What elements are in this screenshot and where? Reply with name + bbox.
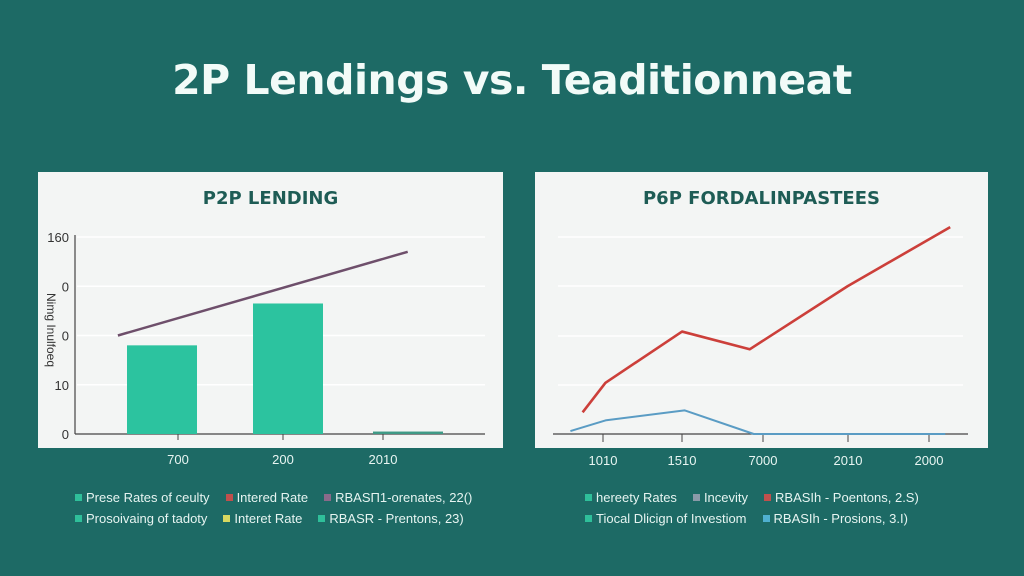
- y-tick-label: 160: [47, 230, 69, 245]
- bar: [373, 431, 443, 434]
- bar: [127, 345, 197, 434]
- series-line-blue: [570, 409, 946, 435]
- legend-left: Prese Rates of ceulty Intered Rate RBASΠ…: [75, 487, 472, 529]
- legend-label: RBASΠ1-orenates, 22(): [335, 490, 473, 505]
- y-tick-label: 0: [62, 329, 69, 344]
- legend-item: RBASIh - Prosions, 3.I): [762, 511, 908, 526]
- legend-swatch: [692, 494, 700, 501]
- legend-swatch: [324, 494, 332, 501]
- legend-swatch: [585, 515, 592, 522]
- chart-title: P6P FORDALINPASTEES: [642, 188, 880, 209]
- legend-item: Prosoivaing of tadoty: [75, 511, 207, 526]
- legend-item: Incevity: [692, 490, 749, 505]
- legend-label: RBASIh - Prosions, 3.I): [773, 511, 908, 526]
- legend-swatch: [75, 494, 82, 501]
- legend-label: hereety Rates: [596, 490, 677, 505]
- legend-row: hereety Rates Incevity RBASIh - Poentons…: [585, 487, 919, 508]
- legend-label: Prese Rates of ceulty: [86, 490, 210, 505]
- legend-item: RBASΠ1-orenates, 22(): [324, 490, 472, 505]
- legend-label: RBASIh - Poentons, 2.S): [775, 490, 919, 505]
- legend-row: Prosoivaing of tadoty Interet Rate RBASR…: [75, 508, 472, 529]
- legend-swatch: [318, 515, 326, 522]
- bar: [253, 303, 323, 434]
- legend-swatch: [75, 515, 82, 522]
- legend-right: hereety Rates Incevity RBASIh - Poentons…: [585, 487, 919, 529]
- x-label-strip: [535, 448, 988, 476]
- y-tick-label: 0: [62, 427, 69, 442]
- y-axis-label: Nimg Inulfoeq: [44, 293, 58, 367]
- x-tick-label: 2010: [369, 452, 398, 467]
- series-line-red: [581, 226, 951, 414]
- legend-label: RBASR - Prentons, 23): [329, 511, 464, 526]
- legend-item: RBASR - Prentons, 23): [318, 511, 464, 526]
- legend-swatch: [223, 515, 231, 522]
- legend-swatch: [764, 494, 772, 501]
- legend-label: Incevity: [703, 490, 749, 505]
- legend-label: Intered Rate: [236, 490, 309, 505]
- trend-line: [117, 250, 409, 337]
- page-title: 2P Lendings vs. Teaditionneat: [172, 56, 852, 104]
- legend-label: Interet Rate: [234, 511, 303, 526]
- legend-label: Prosoivaing of tadoty: [86, 511, 208, 526]
- x-tick-label: 2010: [834, 453, 863, 468]
- legend-swatch: [585, 494, 592, 501]
- legend-item: Tiocal Dlicign of Investiom: [585, 511, 747, 526]
- x-tick-label: 1510: [668, 453, 697, 468]
- legend-swatch: [225, 494, 233, 501]
- y-tick-label: 10: [55, 378, 69, 393]
- legend-item: Interet Rate: [223, 511, 302, 526]
- x-tick-label: 700: [167, 452, 189, 467]
- x-tick-label: 7000: [749, 453, 778, 468]
- legend-item: Prese Rates of ceulty: [75, 490, 210, 505]
- legend-row: Tiocal Dlicign of Investiom RBASIh - Pro…: [585, 508, 919, 529]
- y-tick-label: 0: [62, 279, 69, 294]
- x-tick-label: 1010: [589, 453, 618, 468]
- x-tick-label: 2000: [915, 453, 944, 468]
- legend-row: Prese Rates of ceulty Intered Rate RBASΠ…: [75, 487, 472, 508]
- right-chart-panel: P6P FORDALINPASTEES: [535, 172, 988, 448]
- legend-item: hereety Rates: [585, 490, 677, 505]
- legend-label: Tiocal Dlicign of Investiom: [596, 511, 747, 526]
- legend-item: Intered Rate: [225, 490, 309, 505]
- legend-swatch: [762, 515, 770, 522]
- legend-item: RBASIh - Poentons, 2.S): [764, 490, 919, 505]
- x-tick-label: 200: [272, 452, 294, 467]
- chart-title: P2P LENDING: [202, 188, 339, 209]
